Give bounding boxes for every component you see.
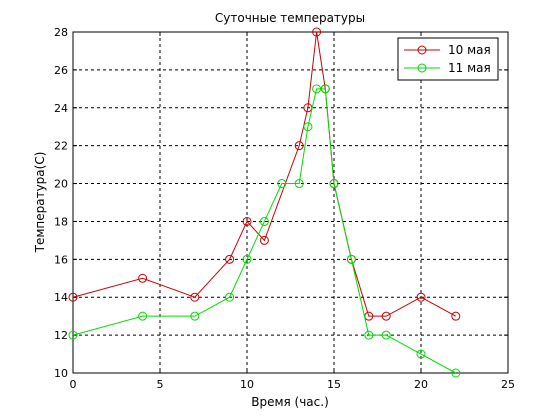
data-point: [381, 330, 391, 340]
data-point: [320, 84, 330, 94]
data-point: [381, 311, 391, 321]
data-point: [277, 179, 287, 189]
data-point: [259, 216, 269, 226]
x-tick-label: 20: [414, 378, 428, 391]
x-tick-label: 0: [70, 378, 77, 391]
data-point: [312, 27, 322, 37]
y-tick-label: 14: [54, 291, 68, 304]
x-axis-label: Время (час.): [251, 395, 329, 409]
data-point: [416, 349, 426, 359]
legend: 10 мая 11 мая: [397, 37, 499, 81]
legend-box: [397, 37, 499, 81]
y-tick-label: 22: [54, 140, 68, 153]
x-tick-label: 15: [327, 378, 341, 391]
y-tick-label: 26: [54, 64, 68, 77]
data-point: [225, 292, 235, 302]
data-point: [190, 292, 200, 302]
plot-area: [73, 32, 508, 373]
y-tick-label: 16: [54, 253, 68, 266]
y-tick-label: 24: [54, 102, 68, 115]
y-tick-label: 28: [54, 26, 68, 39]
chart-title: Суточные температуры: [215, 11, 365, 25]
data-point: [294, 179, 304, 189]
data-point: [242, 254, 252, 264]
series-line: [72, 31, 457, 317]
x-tick-label: 5: [157, 378, 164, 391]
data-point: [68, 330, 78, 340]
data-point: [259, 235, 269, 245]
y-tick-label: 18: [54, 215, 68, 228]
legend-label: 11 мая: [448, 61, 491, 75]
y-tick-label: 20: [54, 178, 68, 191]
data-point: [303, 122, 313, 132]
x-tick-label: 10: [240, 378, 254, 391]
data-point: [242, 216, 252, 226]
legend-marker: [417, 45, 427, 55]
data-point: [68, 292, 78, 302]
data-point: [451, 368, 461, 378]
data-point: [294, 141, 304, 151]
y-tick-label: 12: [54, 329, 68, 342]
data-point: [190, 311, 200, 321]
x-tick-label: 25: [501, 378, 515, 391]
data-point: [138, 311, 148, 321]
series-2: [68, 84, 461, 378]
data-point: [346, 254, 356, 264]
data-point: [312, 84, 322, 94]
plot-frame: [72, 31, 509, 374]
legend-label: 10 мая: [448, 43, 491, 57]
legend-marker: [417, 63, 427, 73]
data-point: [451, 311, 461, 321]
y-tick-label: 10: [54, 367, 68, 380]
data-point: [364, 330, 374, 340]
data-point: [329, 179, 339, 189]
y-axis-label: Температура(С): [33, 152, 47, 254]
data-point: [416, 292, 426, 302]
series-group: [68, 27, 461, 378]
data-point: [225, 254, 235, 264]
series-line: [72, 88, 457, 374]
ticks: 0 5 10 15 20 25 10 12 14 16 18 20 22 24 26 28: [54, 26, 515, 391]
data-point: [138, 273, 148, 283]
